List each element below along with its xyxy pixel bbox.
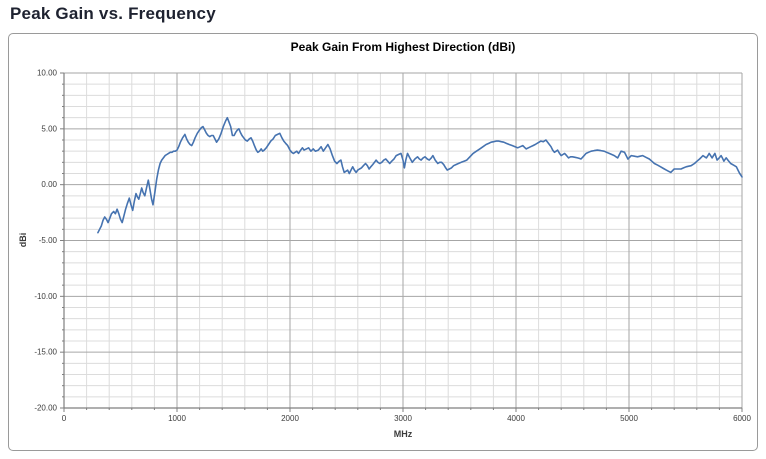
y-tick-label: -20.00	[34, 404, 57, 413]
x-tick-label: 2000	[281, 414, 299, 423]
y-tick-label: 0.00	[41, 180, 57, 189]
gain-line	[97, 116, 743, 234]
page-title: Peak Gain vs. Frequency	[10, 4, 216, 23]
y-tick-label: 5.00	[41, 124, 57, 133]
y-tick-label: 10.00	[37, 69, 58, 78]
y-axis-title: dBi	[18, 232, 28, 248]
x-tick-label: 0	[62, 414, 67, 423]
y-tick-label: -5.00	[39, 236, 58, 245]
x-tick-label: 5000	[620, 414, 638, 423]
gain-vs-frequency-chart: 10.00 5.00 0.00 -5.00 -10.00 -15.00 -20.00 0 100…	[34, 69, 751, 424]
y-tick-label: -10.00	[34, 292, 57, 301]
y-tick-label: -15.00	[34, 348, 57, 357]
x-tick-label: 4000	[507, 414, 525, 423]
chart-title: Peak Gain From Highest Direction (dBi)	[290, 40, 516, 54]
x-tick-label: 6000	[733, 414, 751, 423]
x-tick-label: 1000	[168, 414, 186, 423]
x-axis-title: MHz	[393, 429, 413, 439]
chart-frame: Peak Gain From Highest Direction (dBi) 1…	[8, 33, 758, 451]
x-tick-label: 3000	[394, 414, 412, 423]
